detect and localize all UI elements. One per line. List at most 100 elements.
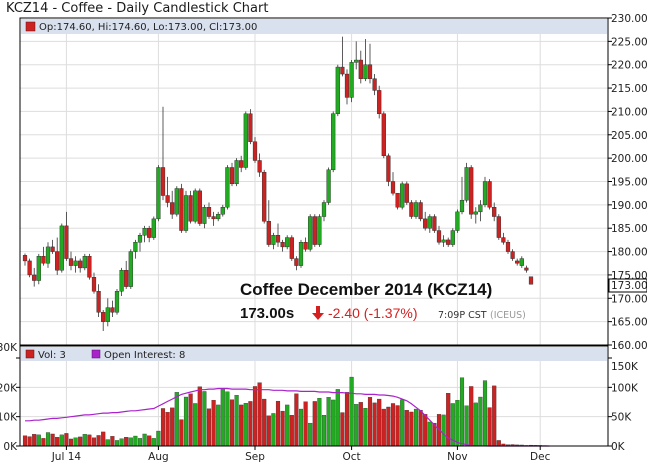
candle [142,225,147,243]
candle-body [496,216,501,238]
candle-body [55,251,60,271]
candle [55,237,60,275]
volume-bar [114,440,120,447]
candle [248,109,253,145]
candle-body [183,195,189,231]
volume-bar [400,399,405,447]
volume-bar [409,411,414,447]
candle-body [478,204,483,213]
price-y-tick-label: 190.00 [611,200,647,212]
volume-bar [404,410,409,447]
volume-bar [280,410,285,447]
quote-last: 173.00s [240,305,294,322]
volume-y-tick-label: 30K [0,342,18,354]
candle-body [147,228,152,238]
volume-bar [128,437,133,447]
candle-body [427,216,432,229]
candle-body [160,167,166,196]
candle-body [202,206,207,224]
candle [197,188,202,226]
candle-body [321,202,327,217]
x-tick-label: Dec [530,451,551,463]
price-y-tick-label: 185.00 [611,223,647,235]
price-y-tick-label: 165.00 [611,317,647,329]
candle-body [225,167,230,208]
candle [377,85,382,119]
volume-bar [119,438,124,447]
candle [413,200,419,219]
volume-bar [496,440,501,447]
volume-bar [142,433,147,447]
candle [335,64,340,117]
price-y-tick-label: 230.00 [611,13,647,25]
volume-bar [243,403,248,447]
candle [358,50,363,84]
candle-body [446,239,451,245]
candle [519,256,524,268]
candle [482,176,488,208]
volume-bar [151,438,156,447]
candle [101,309,106,331]
candle [381,111,386,159]
candle-body [234,160,239,185]
candle [252,137,258,163]
volume-bar [68,438,74,447]
volume-bar [427,421,432,447]
price-y-tick-label: 210.00 [611,106,647,118]
candle-body [303,242,308,250]
candle [133,239,138,259]
volume-bar [303,401,308,447]
candle [340,36,345,77]
candle-body [59,225,64,271]
last-price-tag-box [608,278,647,293]
ohlc-legend-bar [21,19,607,34]
volume-bar [78,436,83,447]
volume-bar [381,408,386,447]
price-y-tick-label: 170.00 [611,293,647,305]
candle-body [36,256,41,281]
candle-body [124,270,129,287]
candle-body [289,237,294,259]
x-tick-label: Jul 14 [51,451,82,463]
volume-y-axis: 30K 20K 10K 0K 150K 100K 50K 0K [0,342,639,453]
candle-body [105,307,110,322]
candle [188,190,193,224]
candle [515,258,520,266]
candle [87,253,92,280]
candle-body [482,181,488,206]
price-y-tick-label: 160.00 [611,340,647,352]
candle-body [188,195,193,222]
candle-body [312,216,317,245]
price-y-tick-label: 180.00 [611,247,647,259]
candle [165,176,170,208]
candle [473,207,478,224]
candle [367,43,373,84]
candle-body [331,113,336,171]
price-y-axis: 230.00 225.00 220.00 215.00 210.00 205.00 200.… [608,13,647,352]
candle-body [133,242,138,252]
candle [487,179,492,210]
volume-bar [202,391,207,447]
quote-overlay: Coffee December 2014 (KCZ14) 173.00s -2.… [240,280,526,322]
candle-body [515,260,520,264]
oi-y-tick-label: 150K [611,361,639,373]
candle [496,214,501,240]
volume-bar [174,392,179,447]
volume-bar [193,403,198,447]
candle [50,239,55,254]
candle [229,162,235,187]
volume-bar [36,434,41,447]
price-y-tick-label: 200.00 [611,153,647,165]
candle [174,186,179,217]
x-tick-label: Oct [343,451,361,463]
volume-bars-group [22,376,552,447]
candle [492,202,497,222]
candle-body [252,141,258,161]
volume-bar [197,386,202,447]
candle-body [87,256,92,278]
volume-bar [45,432,51,447]
volume-bar [367,397,373,447]
candle-body [335,66,340,114]
candle [27,258,32,278]
